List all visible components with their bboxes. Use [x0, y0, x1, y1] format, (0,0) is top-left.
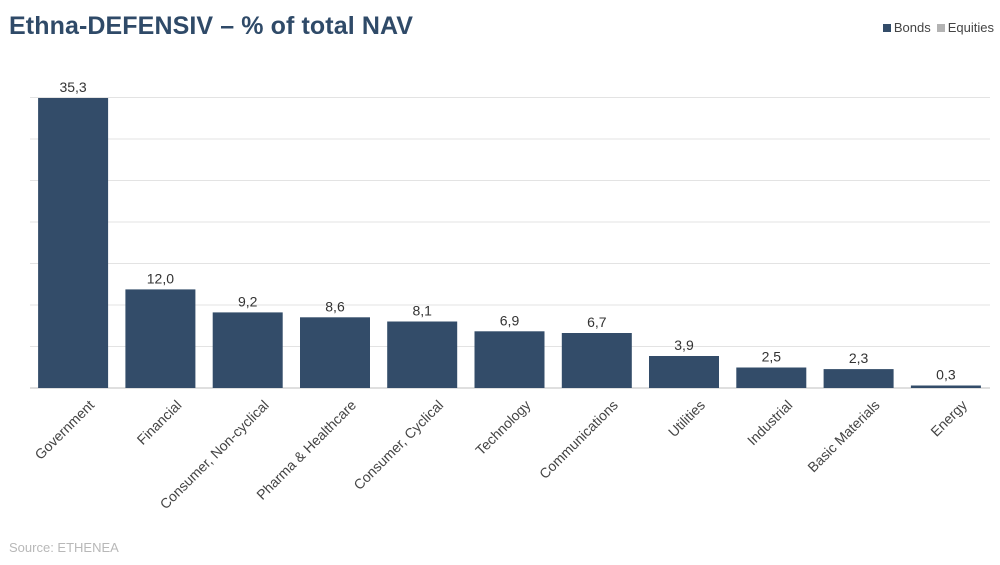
- data-label: 35,3: [59, 79, 86, 95]
- legend-item-bonds: Bonds: [882, 20, 931, 35]
- data-label: 9,2: [238, 293, 258, 309]
- category-label: Pharma & Healthcare: [253, 397, 359, 503]
- category-label: Industrial: [744, 397, 795, 448]
- category-label: Technology: [472, 397, 533, 458]
- data-label: 8,1: [412, 303, 432, 319]
- bar-technology: [474, 331, 545, 388]
- data-label: 3,9: [674, 337, 694, 353]
- bar-government: [38, 98, 109, 388]
- data-label: 2,5: [762, 349, 782, 365]
- category-label: Communications: [536, 397, 621, 482]
- category-label: Utilities: [665, 397, 708, 440]
- legend-item-equities: Equities: [936, 20, 994, 35]
- data-label: 6,9: [500, 312, 520, 328]
- bar-basic-materials: [823, 369, 894, 388]
- data-label: 8,6: [325, 298, 345, 314]
- bar-energy: [910, 385, 981, 388]
- bar-pharma-healthcare: [300, 317, 370, 388]
- bar-utilities: [649, 356, 719, 388]
- legend-swatch-bonds: [882, 23, 891, 32]
- bar-industrial: [736, 367, 807, 388]
- bar-consumer-cyclical: [387, 321, 458, 388]
- bar-financial: [125, 289, 196, 388]
- legend-label-equities: Equities: [947, 20, 994, 35]
- category-label: Financial: [134, 397, 185, 448]
- bar-communications: [561, 333, 632, 388]
- legend-swatch-equities: [936, 23, 945, 32]
- data-label: 0,3: [936, 367, 956, 383]
- category-label: Basic Materials: [804, 397, 882, 475]
- data-label: 2,3: [849, 350, 869, 366]
- bar-consumer-non-cyclical: [212, 312, 283, 388]
- source-note: Source: ETHENEA: [9, 540, 119, 555]
- category-label: Consumer, Cyclical: [350, 397, 446, 493]
- legend-label-bonds: Bonds: [893, 20, 931, 35]
- category-label: Government: [31, 397, 97, 463]
- data-label: 12,0: [147, 270, 174, 286]
- chart-title: Ethna-DEFENSIV – % of total NAV: [9, 12, 414, 40]
- legend: Bonds Equities: [882, 20, 994, 35]
- data-label: 6,7: [587, 314, 607, 330]
- category-label: Energy: [927, 397, 970, 440]
